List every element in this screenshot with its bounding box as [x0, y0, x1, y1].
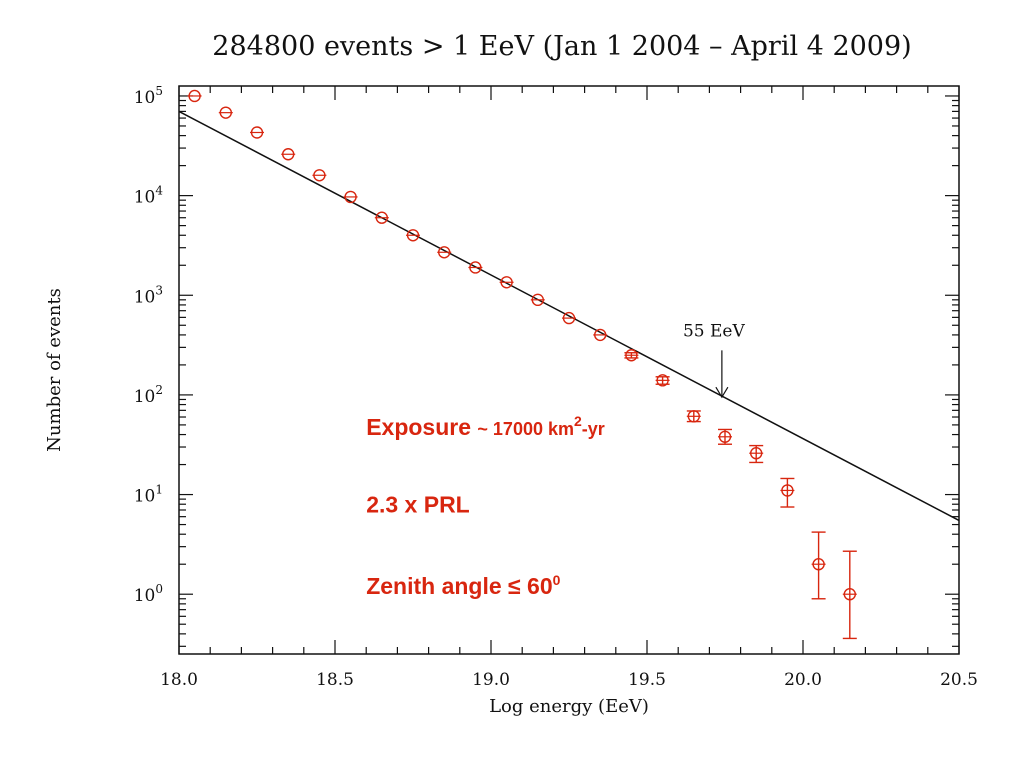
point-marker [313, 169, 326, 182]
point-marker [219, 106, 233, 119]
x-axis-label: Log energy (EeV) [489, 696, 649, 717]
y-axis-label: Number of events [44, 288, 65, 452]
point-marker [282, 148, 295, 161]
y-axis-ticks: 100 101 102 103 104 105 [134, 84, 959, 647]
y-tick-label: 102 [134, 383, 163, 407]
data-point [406, 229, 420, 242]
data-point [187, 89, 202, 103]
data-point [343, 190, 358, 204]
data-point [468, 261, 483, 274]
data-point [593, 328, 608, 342]
point-marker [656, 374, 669, 387]
data-point [624, 349, 639, 362]
point-marker [625, 349, 638, 362]
y-tick-label: 104 [134, 184, 164, 208]
data-point [562, 311, 576, 325]
data-point [374, 211, 389, 224]
arrow-label: 55 EeV [683, 321, 746, 341]
data-point [718, 428, 732, 445]
ankle-arrow: 55 EeV [683, 321, 746, 399]
data-point [530, 293, 545, 307]
data-point [686, 410, 701, 423]
point-marker [594, 328, 607, 342]
data-point [655, 374, 670, 387]
point-marker [781, 484, 794, 497]
point-marker [438, 246, 451, 259]
data-point [749, 444, 764, 464]
point-marker [188, 89, 201, 103]
arrow-head [715, 386, 729, 399]
point-marker [469, 261, 482, 274]
y-tick-label: 105 [134, 84, 163, 108]
data-points [187, 89, 857, 640]
x-tick-label: 18.5 [316, 670, 354, 690]
point-marker [500, 276, 513, 289]
point-marker [843, 588, 856, 601]
point-marker [375, 211, 388, 224]
y-tick-label: 103 [134, 283, 163, 307]
annotation-zenith: Zenith angle ≤ 600 [366, 572, 560, 599]
annotation-exposure: Exposure ~ 17000 km2-yr [366, 413, 605, 440]
fit-line [178, 110, 960, 522]
x-tick-label: 19.5 [628, 670, 666, 690]
point-marker [750, 447, 763, 460]
data-point [250, 126, 264, 139]
power-law-fit [178, 110, 960, 522]
point-marker [406, 229, 420, 242]
data-point [312, 169, 327, 182]
y-tick-label: 101 [134, 483, 163, 507]
annotations: Exposure ~ 17000 km2-yr 2.3 x PRL Zenith a… [366, 413, 605, 599]
point-marker [812, 558, 825, 571]
point-marker [562, 311, 576, 325]
x-tick-label: 20.0 [784, 670, 822, 690]
x-tick-label: 20.5 [940, 670, 978, 690]
data-point [842, 550, 857, 640]
x-axis-ticks: 18.0 18.5 19.0 19.5 20.0 20.5 [160, 86, 978, 690]
data-point [281, 148, 296, 161]
point-marker [718, 430, 732, 443]
y-tick-label: 100 [134, 582, 163, 606]
data-point [811, 531, 826, 600]
x-tick-label: 19.0 [472, 670, 510, 690]
point-marker [250, 126, 264, 139]
data-point [218, 106, 233, 119]
point-marker [531, 293, 544, 307]
x-tick-label: 18.0 [160, 670, 198, 690]
data-point [437, 246, 452, 259]
chart-title: 284800 events > 1 EeV (Jan 1 2004 – Apri… [212, 31, 911, 62]
data-point [780, 477, 795, 508]
annotation-prl: 2.3 x PRL [366, 491, 470, 517]
data-point [499, 276, 514, 289]
plot-frame [178, 85, 960, 655]
point-marker [344, 190, 357, 204]
point-marker [687, 410, 700, 423]
